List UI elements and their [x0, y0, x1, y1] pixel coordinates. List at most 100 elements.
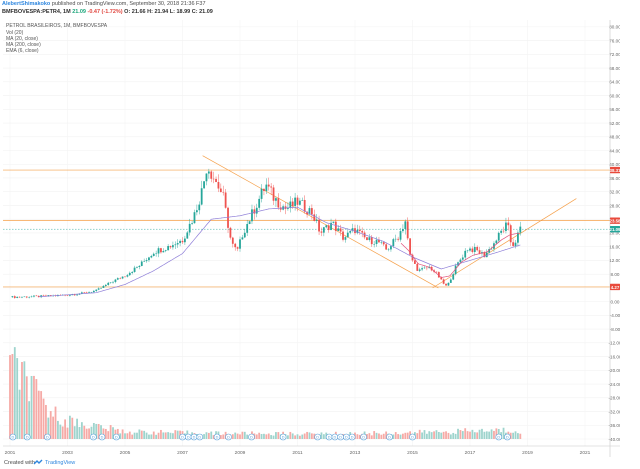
x-tick-label[interactable]: 2011 — [292, 450, 303, 456]
candle-body — [253, 209, 256, 214]
volume-bar — [59, 424, 62, 439]
volume-bar — [287, 435, 289, 439]
y-tick-label[interactable]: 8.00 — [611, 272, 620, 277]
y-tick-label[interactable]: 40.00 — [609, 162, 620, 167]
volume-bar — [514, 431, 517, 439]
event-marker-icon[interactable] — [348, 433, 356, 441]
x-tick-label[interactable]: 2017 — [465, 450, 476, 456]
y-tick-label[interactable]: -36.00 — [608, 423, 620, 428]
y-tick-label[interactable]: 64.00 — [609, 80, 620, 85]
y-tick-label[interactable]: 0.00 — [611, 299, 620, 304]
y-tick-label[interactable]: 52.00 — [609, 121, 620, 126]
y-tick-label[interactable]: -16.00 — [608, 354, 620, 359]
y-tick-label[interactable]: 28.00 — [609, 203, 620, 208]
candle-body — [382, 242, 385, 245]
y-tick-label[interactable]: 60.00 — [609, 93, 620, 98]
y-tick-label[interactable]: 48.00 — [609, 135, 620, 140]
event-marker-icon[interactable] — [248, 433, 255, 441]
y-tick-label[interactable]: 72.00 — [609, 52, 620, 57]
volume-bar — [88, 428, 90, 439]
event-marker-icon[interactable] — [279, 433, 287, 441]
volume-bar — [30, 375, 33, 439]
volume-bar — [155, 434, 158, 439]
y-tick-label[interactable]: -28.00 — [608, 396, 620, 401]
candle-body — [210, 171, 213, 179]
y-tick-label[interactable]: -32.00 — [608, 409, 620, 414]
y-tick-label[interactable]: 68.00 — [609, 66, 620, 71]
y-tick-label[interactable]: 20.00 — [609, 231, 620, 236]
time-axis[interactable]: 2001 2003 2005 2007 2009 2011 2013 2015 2017 2019… — [3, 445, 620, 456]
candle-body — [97, 288, 100, 290]
event-marker-icon[interactable] — [113, 433, 120, 441]
trendlines[interactable] — [202, 155, 577, 289]
event-marker-icon[interactable] — [213, 433, 221, 441]
y-tick-label[interactable]: -20.00 — [608, 368, 620, 373]
price-badges: 38.31 23.58 21.09 4.27 — [610, 166, 620, 291]
volume-bar — [368, 433, 371, 439]
y-tick-label[interactable]: 76.00 — [609, 38, 620, 43]
event-marker-icon[interactable] — [90, 433, 97, 441]
x-tick-label[interactable]: 2009 — [235, 450, 246, 456]
x-tick-label[interactable]: 2005 — [120, 450, 131, 456]
price-axis[interactable]: 80.00 76.00 72.00 68.00 64.00 60.00 56.00 52.00… — [608, 20, 620, 457]
event-marker-icon[interactable] — [196, 433, 204, 441]
volume-bar — [239, 434, 241, 439]
brand-name[interactable]: TradingView — [45, 460, 76, 466]
candle-body — [449, 279, 452, 283]
candle-body — [183, 238, 186, 243]
event-marker-icon[interactable] — [44, 433, 51, 441]
trendline[interactable] — [432, 198, 577, 289]
event-marker-icon[interactable] — [495, 433, 503, 441]
volume-bar — [265, 434, 268, 439]
candle-body — [169, 246, 172, 248]
x-tick-label[interactable]: 2003 — [62, 450, 73, 456]
candle-body — [327, 225, 330, 231]
trendline[interactable] — [202, 155, 439, 289]
x-tick-label[interactable]: 2013 — [350, 450, 361, 456]
author-name[interactable]: AlebertShimakoko — [2, 1, 51, 7]
y-tick-label[interactable]: 16.00 — [609, 244, 620, 249]
y-tick-label[interactable]: 36.00 — [609, 176, 620, 181]
y-tick-label[interactable]: -4.00 — [610, 313, 620, 318]
y-tick-label[interactable]: 56.00 — [609, 107, 620, 112]
candle-body — [334, 221, 337, 231]
event-marker-icon[interactable] — [98, 433, 106, 441]
event-marker-icon[interactable] — [314, 433, 321, 441]
candle-body — [478, 250, 481, 254]
x-tick-label[interactable]: 2021 — [580, 450, 591, 456]
candle-body — [219, 188, 222, 193]
y-tick-label[interactable]: 12.00 — [609, 258, 620, 263]
candle-body — [193, 212, 196, 224]
x-tick-label[interactable]: 2001 — [5, 450, 16, 456]
volume-bar — [380, 434, 383, 439]
event-marker-icon[interactable] — [409, 433, 416, 441]
volume-bar — [54, 406, 57, 439]
y-tick-label[interactable]: -40.00 — [608, 437, 620, 442]
event-marker-icon[interactable] — [23, 433, 31, 441]
event-marker-icon[interactable] — [360, 433, 367, 441]
y-tick-label[interactable]: 44.00 — [609, 148, 620, 153]
y-tick-label[interactable]: -8.00 — [610, 327, 620, 332]
event-marker-icon[interactable] — [386, 433, 393, 441]
volume-bar — [174, 430, 177, 439]
candle-body — [167, 246, 170, 251]
volume-bar — [176, 430, 179, 439]
candle-body — [66, 295, 69, 296]
x-tick-label[interactable]: 2019 — [522, 450, 533, 456]
y-tick-label[interactable]: -12.00 — [608, 341, 620, 346]
volume-bar — [320, 432, 323, 439]
y-tick-label[interactable]: -24.00 — [608, 382, 620, 387]
x-tick-label[interactable]: 2015 — [407, 450, 418, 456]
event-marker-letter: D — [46, 436, 49, 440]
event-marker-icon[interactable] — [9, 433, 17, 441]
candle-body — [322, 227, 325, 233]
low-value: L: 18.99 — [169, 9, 191, 15]
event-marker-icon[interactable] — [504, 433, 511, 441]
event-marker-icon[interactable] — [225, 433, 232, 441]
y-tick-label[interactable]: 32.00 — [609, 190, 620, 195]
x-tick-label[interactable]: 2007 — [177, 450, 188, 456]
y-tick-label[interactable]: 80.00 — [609, 25, 620, 30]
